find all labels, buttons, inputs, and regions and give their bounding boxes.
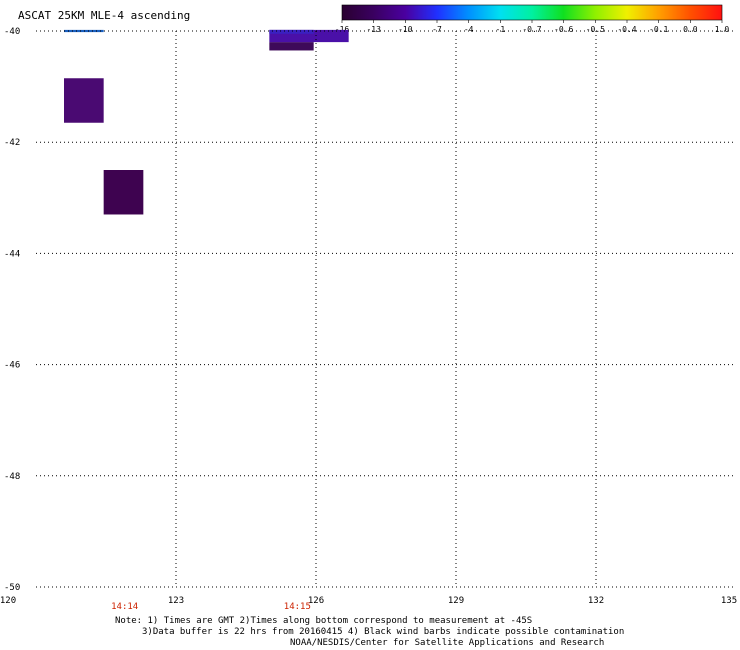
note-line-3: NOAA/NESDIS/Center for Satellite Applica… bbox=[290, 638, 605, 648]
wind-cell bbox=[269, 42, 314, 51]
axis-ticks: 120 123 126 129 132 135 -40 -42 -44 -46 -48 -50 14:1… bbox=[0, 27, 737, 612]
colorbar-label: -1 bbox=[496, 25, 506, 34]
colorbar-label: -4 bbox=[464, 25, 474, 34]
colorbar-label: 1.0 bbox=[715, 25, 730, 34]
lat-tick-label: -42 bbox=[4, 138, 20, 148]
lon-tick-label: 126 bbox=[308, 596, 324, 606]
lon-tick-label: 123 bbox=[168, 596, 184, 606]
lat-tick-label: -40 bbox=[4, 27, 20, 37]
wind-cell bbox=[64, 78, 104, 123]
colorbar-label: -7 bbox=[432, 25, 442, 34]
colorbar-label: -13 bbox=[366, 25, 381, 34]
time-label: 14:14 bbox=[111, 602, 138, 612]
lon-tick-label: 120 bbox=[0, 596, 16, 606]
lat-tick-label: -44 bbox=[4, 249, 20, 259]
note-line-1: Note: 1) Times are GMT 2)Times along bot… bbox=[115, 616, 533, 626]
wind-cell bbox=[103, 170, 144, 215]
note-line-2: 3)Data buffer is 22 hrs from 20160415 4)… bbox=[142, 627, 625, 637]
colorbar: -16 -13 -10 -7 -4 -1 -0.7 -0.6 -0.5 -0.4 -0.1 0.0 1.… bbox=[335, 4, 730, 34]
time-label: 14:15 bbox=[284, 602, 311, 612]
colorbar-label: -10 bbox=[398, 25, 413, 34]
lon-tick-label: 135 bbox=[721, 596, 737, 606]
map-grid bbox=[36, 30, 736, 588]
colorbar-label: 0.0 bbox=[683, 25, 698, 34]
wind-cell bbox=[269, 29, 314, 34]
lon-tick-label: 132 bbox=[588, 596, 604, 606]
lon-tick-label: 129 bbox=[448, 596, 464, 606]
data-cells bbox=[64, 29, 349, 215]
wind-cell bbox=[64, 29, 104, 33]
map-title: ASCAT 25KM MLE-4 ascending bbox=[18, 9, 191, 22]
colorbar-gradient bbox=[341, 4, 723, 21]
colorbar-label: -16 bbox=[335, 25, 350, 34]
colorbar-label: -0.5 bbox=[586, 25, 605, 34]
colorbar-label: -0.7 bbox=[522, 25, 541, 34]
colorbar-label: -0.6 bbox=[554, 25, 573, 34]
lat-tick-label: -46 bbox=[4, 361, 20, 371]
lat-tick-label: -48 bbox=[4, 472, 20, 482]
lat-tick-label: -50 bbox=[4, 583, 20, 593]
colorbar-label: -0.1 bbox=[649, 25, 668, 34]
colorbar-label: -0.4 bbox=[617, 25, 636, 34]
